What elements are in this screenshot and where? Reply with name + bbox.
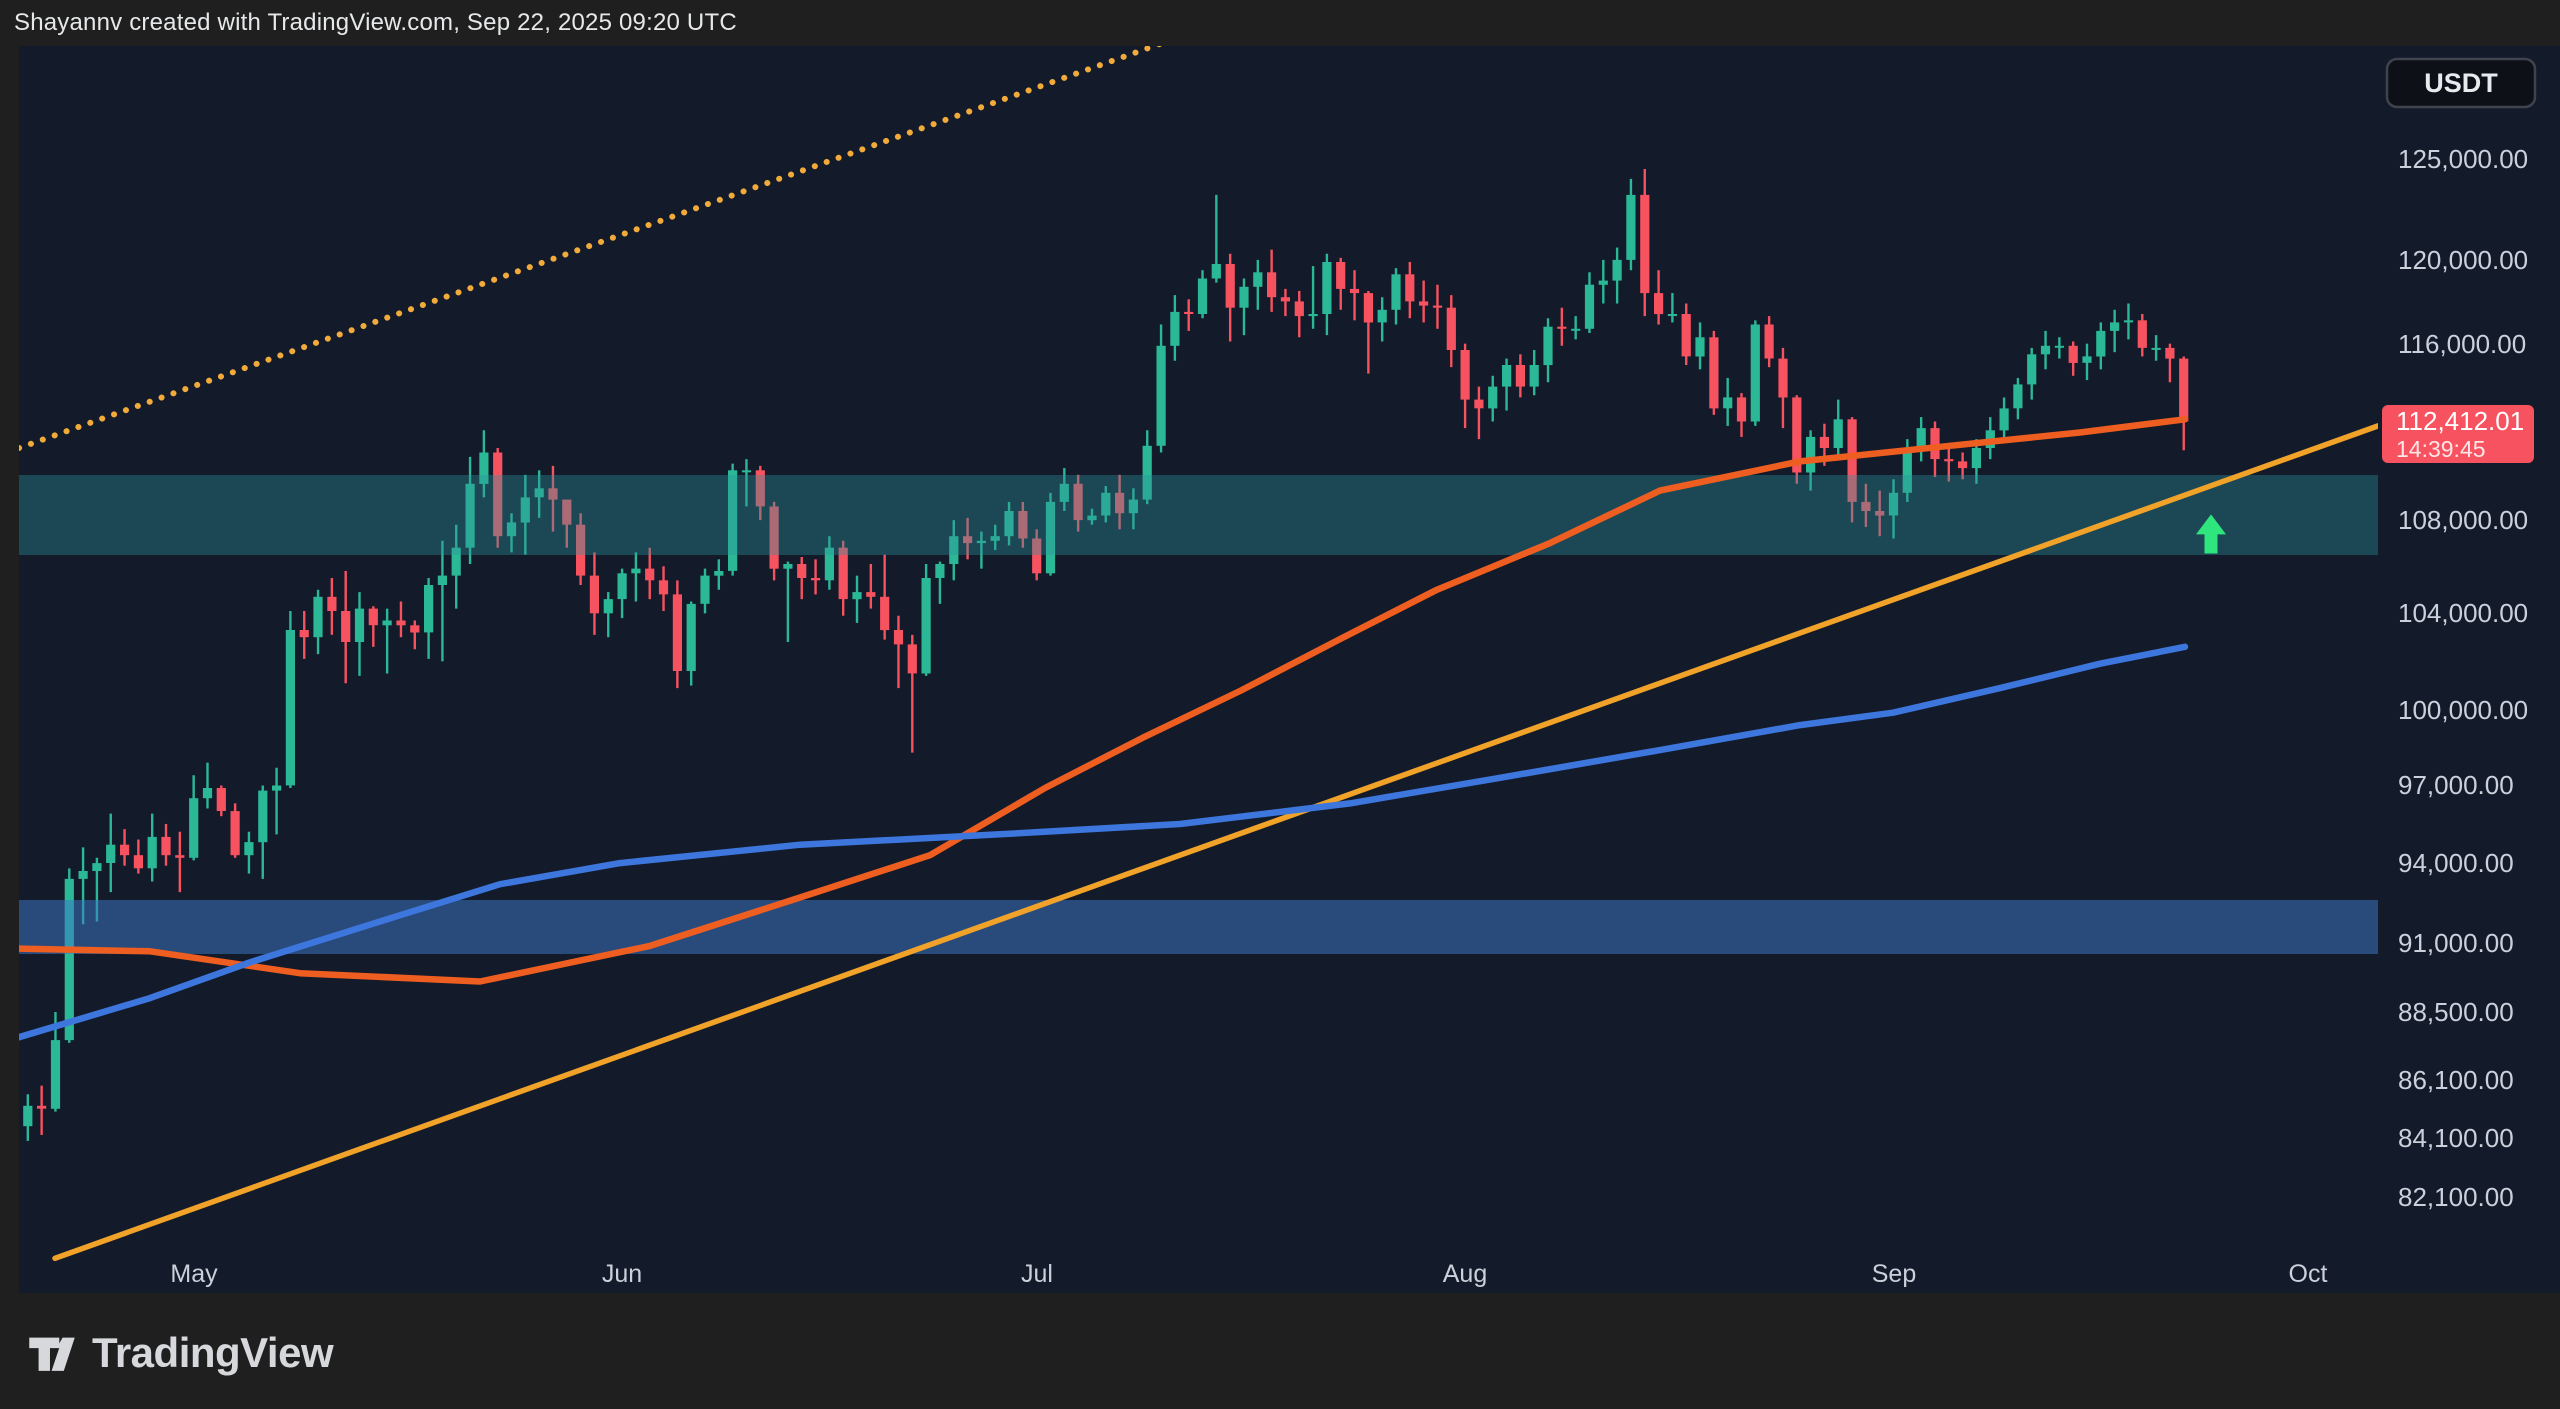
badge-price: 112,412.01 xyxy=(2396,406,2524,436)
resistance-zone[interactable] xyxy=(19,475,2378,555)
svg-text:Jun: Jun xyxy=(602,1260,642,1288)
svg-text:May: May xyxy=(170,1260,218,1288)
svg-text:120,000.00: 120,000.00 xyxy=(2398,245,2528,275)
svg-text:Jul: Jul xyxy=(1021,1260,1053,1288)
buy-signal-arrow xyxy=(2196,514,2226,554)
tradingview-logo-icon xyxy=(29,1337,75,1371)
svg-text:108,000.00: 108,000.00 xyxy=(2398,505,2528,535)
svg-text:Oct: Oct xyxy=(2289,1260,2328,1288)
svg-text:94,000.00: 94,000.00 xyxy=(2398,848,2514,878)
channel-support-line[interactable] xyxy=(52,423,2378,1262)
svg-text:Sep: Sep xyxy=(1872,1260,1916,1288)
svg-text:104,000.00: 104,000.00 xyxy=(2398,598,2528,628)
badge-countdown: 14:39:45 xyxy=(2396,436,2486,462)
svg-text:84,100.00: 84,100.00 xyxy=(2398,1123,2514,1153)
svg-text:86,100.00: 86,100.00 xyxy=(2398,1065,2514,1095)
pill-label: USDT xyxy=(2424,68,2498,98)
svg-text:100,000.00: 100,000.00 xyxy=(2398,695,2528,725)
time-axis[interactable]: May Jun Jul Aug Sep Oct xyxy=(170,1260,2327,1288)
candlestick-series xyxy=(23,168,2189,1141)
svg-text:97,000.00: 97,000.00 xyxy=(2398,770,2514,800)
channel-resistance-line[interactable] xyxy=(19,30,1199,452)
quote-currency-pill: USDT xyxy=(2385,57,2537,109)
chart-background[interactable] xyxy=(19,46,2560,1293)
ma-blue[interactable] xyxy=(19,643,2189,1041)
attribution-text: Shayannv created with TradingView.com, S… xyxy=(14,9,737,36)
tradingview-brand-text: TradingView xyxy=(92,1328,334,1376)
svg-text:125,000.00: 125,000.00 xyxy=(2398,144,2528,174)
footer-bar: TradingView xyxy=(0,1296,2560,1409)
svg-text:91,000.00: 91,000.00 xyxy=(2398,928,2514,958)
attribution-bar: Shayannv created with TradingView.com, S… xyxy=(0,0,2560,46)
tradingview-logo[interactable]: TradingView xyxy=(26,1327,334,1379)
ma-orange[interactable] xyxy=(19,416,2189,985)
svg-text:88,500.00: 88,500.00 xyxy=(2398,997,2514,1027)
svg-text:82,100.00: 82,100.00 xyxy=(2398,1182,2514,1212)
svg-text:Aug: Aug xyxy=(1443,1260,1487,1288)
price-axis[interactable]: 125,000.00 120,000.00 116,000.00 108,000.00… xyxy=(2398,144,2528,1212)
svg-text:116,000.00: 116,000.00 xyxy=(2398,329,2526,359)
